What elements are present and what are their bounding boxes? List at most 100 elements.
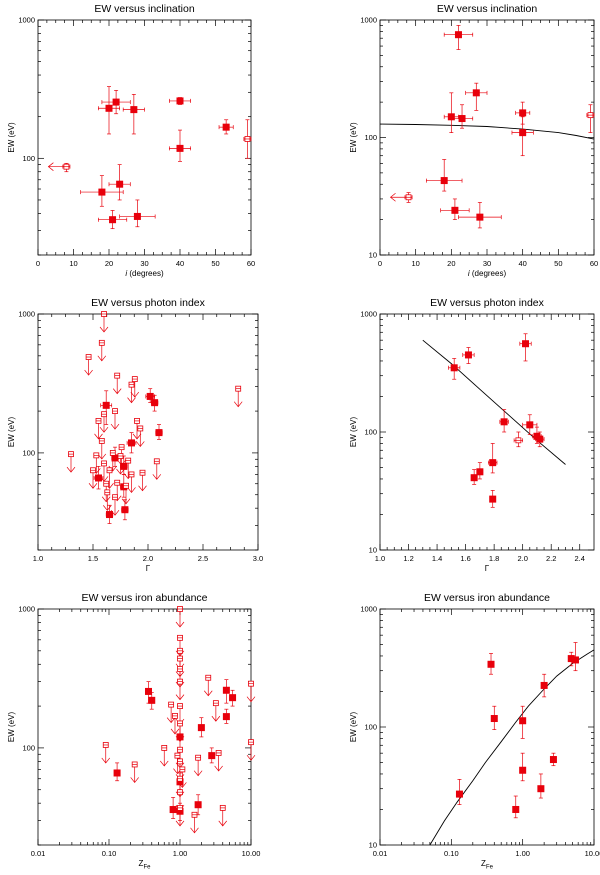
data-point xyxy=(148,696,156,704)
upper-limit-arrowhead xyxy=(175,736,185,743)
upper-limit-arrowhead xyxy=(166,717,176,724)
x-tick-label: 0.10 xyxy=(444,849,459,858)
data-point xyxy=(549,756,557,764)
y-tick-label: 1000 xyxy=(18,16,35,25)
data-point xyxy=(489,495,497,503)
x-tick-label: 1.5 xyxy=(88,554,98,563)
upper-limit-arrowhead xyxy=(94,433,103,440)
y-tick-label: 100 xyxy=(22,743,35,752)
plot-p3: EW versus photon index 1.0 1.5 2.0 2.5 3.0 100… xyxy=(7,297,263,573)
x-tick-label: 1.00 xyxy=(173,849,188,858)
x-tick-label: 0 xyxy=(36,259,40,268)
upper-limit-arrowhead xyxy=(127,487,136,493)
x-tick-label: 10 xyxy=(69,259,77,268)
data-point xyxy=(128,439,135,447)
plot-frame xyxy=(37,313,259,551)
data-point xyxy=(116,180,124,188)
data-point xyxy=(120,462,128,470)
x-axis-label-symbol: i xyxy=(468,269,470,278)
upper-limit-arrowhead xyxy=(193,770,203,777)
y-axis-label: EW (eV) xyxy=(349,122,358,153)
data-point xyxy=(155,429,163,437)
limit-arrowhead-left xyxy=(47,162,54,171)
data-layer xyxy=(379,25,595,229)
data-point xyxy=(455,790,463,798)
data-point xyxy=(98,188,106,196)
upper-limit-arrowhead xyxy=(84,369,93,376)
data-point xyxy=(95,474,102,482)
x-tick-label: 1.0 xyxy=(375,554,385,563)
upper-limit-arrowhead xyxy=(103,505,112,511)
plot-frame xyxy=(37,608,252,846)
data-point xyxy=(519,129,527,137)
y-tick-label: 100 xyxy=(22,448,35,457)
upper-limit-arrowhead xyxy=(112,388,122,395)
data-point xyxy=(112,98,120,106)
data-point xyxy=(105,104,113,112)
data-point xyxy=(450,364,458,372)
x-axis-label-sub: Fe xyxy=(486,865,494,871)
x-axis-label: i (degrees) xyxy=(125,269,164,278)
y-tick-label: 10 xyxy=(369,841,377,850)
y-axis-label: EW (eV) xyxy=(7,712,16,743)
x-tick-label: 30 xyxy=(483,259,491,268)
upper-limit-arrowhead xyxy=(130,777,139,784)
x-axis-label-sub: Fe xyxy=(143,865,151,871)
x-tick-label: 50 xyxy=(554,259,562,268)
plot-title: EW versus iron abundance xyxy=(424,592,550,604)
data-point xyxy=(169,806,177,814)
data-layer xyxy=(66,311,243,524)
plot-frame xyxy=(37,19,252,256)
data-point xyxy=(458,115,466,123)
x-axis-label: Γ xyxy=(146,564,151,573)
x-tick-label: 1.6 xyxy=(460,554,470,563)
limit-arrowhead-left xyxy=(389,192,396,202)
data-point xyxy=(537,785,545,793)
upper-limit-arrowhead xyxy=(175,621,185,628)
upper-limit-arrowhead xyxy=(214,765,223,772)
x-tick-label: 10.00 xyxy=(242,849,261,858)
data-point xyxy=(109,216,117,224)
x-axis-label-symbol: i xyxy=(125,269,127,278)
data-point xyxy=(519,109,527,117)
data-point xyxy=(540,681,548,689)
upper-limit-arrowhead xyxy=(246,754,256,761)
upper-limit-arrowhead xyxy=(117,459,126,466)
data-point xyxy=(440,177,448,185)
data-point xyxy=(464,351,472,359)
upper-limit-arrowhead xyxy=(121,498,131,505)
upper-limit-arrowhead xyxy=(97,355,107,362)
data-point xyxy=(519,766,527,774)
upper-limit-arrowhead xyxy=(246,696,256,703)
data-point xyxy=(519,717,527,725)
x-tick-label: 2.2 xyxy=(546,554,556,563)
data-point xyxy=(176,144,184,152)
x-tick-label: 40 xyxy=(518,259,526,268)
model-curve xyxy=(379,123,595,140)
data-layer xyxy=(429,642,595,846)
x-tick-label: 1.8 xyxy=(489,554,499,563)
data-layer xyxy=(47,86,252,230)
x-tick-label: 2.0 xyxy=(517,554,527,563)
upper-limit-arrowhead xyxy=(170,728,180,735)
x-tick-label: 10.00 xyxy=(585,849,600,858)
y-tick-label: 100 xyxy=(364,133,377,142)
x-tick-label: 30 xyxy=(140,259,148,268)
x-tick-label: 0.10 xyxy=(102,849,117,858)
data-layer xyxy=(422,333,566,508)
model-curve xyxy=(429,649,595,846)
data-point xyxy=(470,474,478,482)
upper-limit-arrowhead xyxy=(132,433,142,440)
x-axis-label: ZFe xyxy=(481,859,494,871)
data-point xyxy=(487,660,495,668)
x-tick-label: 1.2 xyxy=(403,554,413,563)
data-point xyxy=(208,752,216,760)
upper-limit-arrowhead xyxy=(211,715,221,722)
data-point xyxy=(133,212,141,220)
upper-limit-arrowhead xyxy=(66,466,76,473)
upper-limit-arrowhead xyxy=(159,760,169,767)
x-tick-label: 2.0 xyxy=(143,554,153,563)
data-point xyxy=(222,123,230,131)
